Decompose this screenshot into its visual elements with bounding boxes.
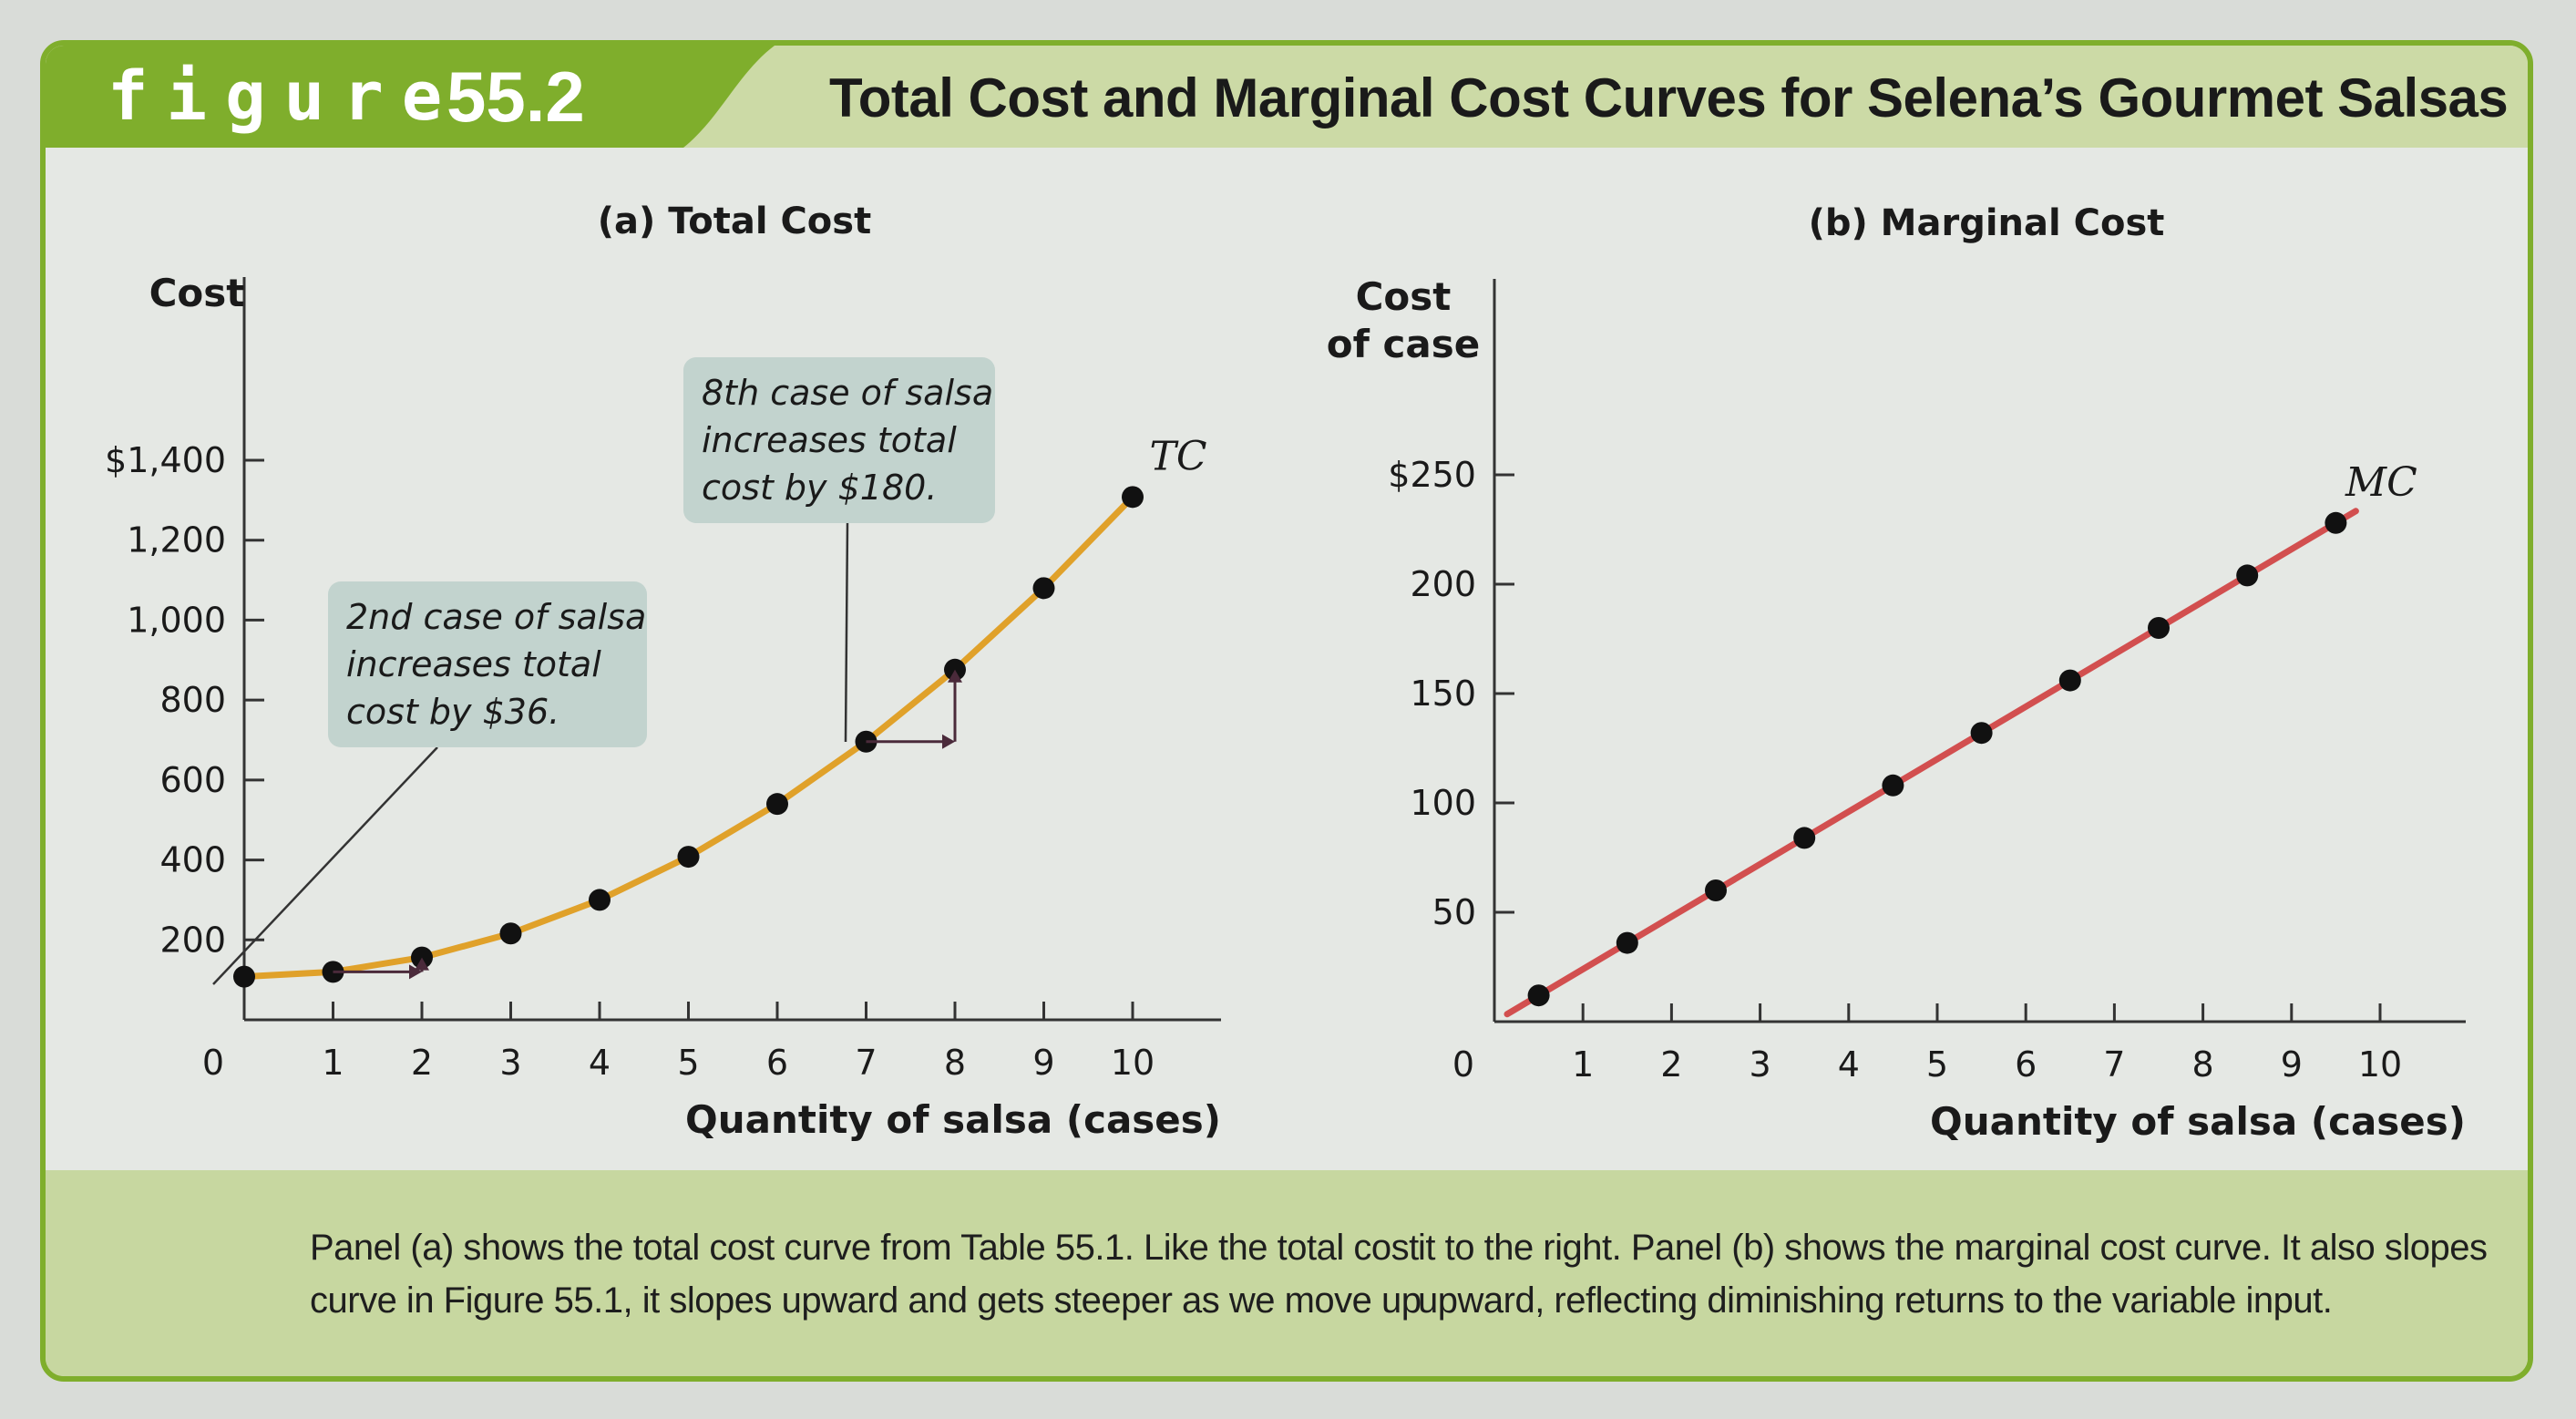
y-axis-title-line: Cost xyxy=(1356,274,1452,319)
annotation-text-line: increases total xyxy=(346,644,601,684)
x-tick-label: 9 xyxy=(2281,1044,2303,1085)
charts-svg: (a) Total Cost2004006008001,0001,200$1,4… xyxy=(105,201,2466,1144)
data-point xyxy=(1527,984,1550,1007)
data-point xyxy=(2148,617,2170,639)
arrowhead xyxy=(409,964,422,980)
x-tick-label: 2 xyxy=(1660,1044,1682,1085)
arrowhead xyxy=(942,734,955,749)
figure-tab-shape xyxy=(46,46,775,148)
caption-right: it to the right. Panel (b) shows the mar… xyxy=(1418,1228,2488,1321)
x-tick-label: 9 xyxy=(1032,1043,1054,1083)
curve-mc xyxy=(1504,508,2359,1018)
x-tick-label: 1 xyxy=(322,1043,344,1083)
figure-tab: figure 55.2 xyxy=(46,46,784,148)
x-tick-label: 5 xyxy=(1926,1044,1948,1085)
x-tick-label: 3 xyxy=(499,1043,521,1083)
x-tick-label: 4 xyxy=(1838,1044,1860,1085)
data-point xyxy=(499,922,522,945)
y-axis-title-line: of case xyxy=(1327,322,1480,366)
y-tick-label: 400 xyxy=(159,840,226,880)
y-tick-label: 600 xyxy=(159,760,226,800)
data-point xyxy=(1032,577,1055,600)
arrowhead xyxy=(415,957,429,971)
y-tick-label: $250 xyxy=(1388,455,1476,495)
data-point xyxy=(589,889,611,911)
x-tick-label: 6 xyxy=(766,1043,788,1083)
annotation-text-line: cost by $180. xyxy=(702,468,937,508)
y-tick-label: 50 xyxy=(1432,892,1476,932)
y-axis-title: Cost xyxy=(149,271,245,315)
x-tick-label: 10 xyxy=(1111,1043,1155,1083)
data-point xyxy=(2058,669,2081,692)
annotation-text-line: 2nd case of salsa xyxy=(346,597,646,637)
figure-panel: figure 55.2 Total Cost and Marginal Cost… xyxy=(40,40,2533,1382)
data-point xyxy=(766,793,788,816)
data-point xyxy=(1122,486,1144,509)
annotation-leader-line xyxy=(844,522,849,743)
y-tick-label: $1,400 xyxy=(105,440,226,480)
curve-label: TC xyxy=(1149,433,1206,479)
data-point xyxy=(677,846,700,869)
y-tick-label: 800 xyxy=(159,680,226,720)
y-tick-label: 100 xyxy=(1410,783,1476,823)
data-point xyxy=(1616,931,1638,954)
x-axis-title: Quantity of salsa (cases) xyxy=(1930,1099,2466,1144)
y-tick-label: 150 xyxy=(1410,674,1476,714)
x-tick-label: 4 xyxy=(589,1043,611,1083)
x-tick-label: 1 xyxy=(1572,1044,1594,1085)
annotation-box xyxy=(683,357,995,523)
data-point xyxy=(2236,564,2259,587)
curve-label: MC xyxy=(2345,459,2417,506)
data-point xyxy=(1970,722,1993,745)
figure-label: figure xyxy=(108,57,461,136)
figure-number: 55.2 xyxy=(446,57,585,137)
annotation-text-line: cost by $36. xyxy=(346,692,559,732)
x-tick-label: 2 xyxy=(411,1043,433,1083)
annotation-1: 2nd case of salsa increases total cost by … xyxy=(212,581,647,985)
x-tick-label: 5 xyxy=(677,1043,699,1083)
figure-title: Total Cost and Marginal Cost Curves for … xyxy=(829,67,2509,129)
x-axis-title: Quantity of salsa (cases) xyxy=(685,1097,1221,1142)
y-tick-label: 1,000 xyxy=(127,600,226,640)
x-tick-label: 7 xyxy=(855,1043,877,1083)
data-point xyxy=(1882,774,1904,797)
data-point xyxy=(2325,511,2347,534)
x-tick-label: 10 xyxy=(2358,1044,2402,1085)
panel-title: (b) Marginal Cost xyxy=(1809,202,2165,244)
data-point xyxy=(233,965,255,988)
annotation-text-line: increases total xyxy=(702,420,957,460)
panel-title: (a) Total Cost xyxy=(598,201,871,242)
caption-area: Panel (a) shows the total cost curve fro… xyxy=(46,1170,2528,1376)
annotation-leader-line xyxy=(212,746,438,985)
caption-left: Panel (a) shows the total cost curve fro… xyxy=(310,1228,1421,1321)
y-tick-label: 200 xyxy=(159,920,226,960)
title-bar: figure 55.2 Total Cost and Marginal Cost… xyxy=(46,46,2528,148)
panel-a-total-cost: (a) Total Cost 200 400 600 800 1,000 1,200 $1,4… xyxy=(105,201,1221,1142)
x-tick-label: 8 xyxy=(944,1043,966,1083)
y-tick-label: 200 xyxy=(1410,564,1476,604)
x-tick-label: 3 xyxy=(1750,1044,1771,1085)
annotation-box xyxy=(328,581,647,747)
annotation-2: 8th case of salsa increases total cost by … xyxy=(683,357,995,749)
y-tick-label: 1,200 xyxy=(127,520,226,560)
x-tick-label: 7 xyxy=(2103,1044,2125,1085)
x-origin-label: 0 xyxy=(202,1043,224,1083)
x-tick-label: 6 xyxy=(2015,1044,2037,1085)
x-origin-label: 0 xyxy=(1452,1044,1474,1085)
data-point xyxy=(1793,827,1816,849)
arrowhead xyxy=(948,669,962,683)
annotation-text-line: 8th case of salsa xyxy=(702,373,993,413)
x-tick-label: 8 xyxy=(2192,1044,2214,1085)
data-point xyxy=(1705,879,1727,901)
